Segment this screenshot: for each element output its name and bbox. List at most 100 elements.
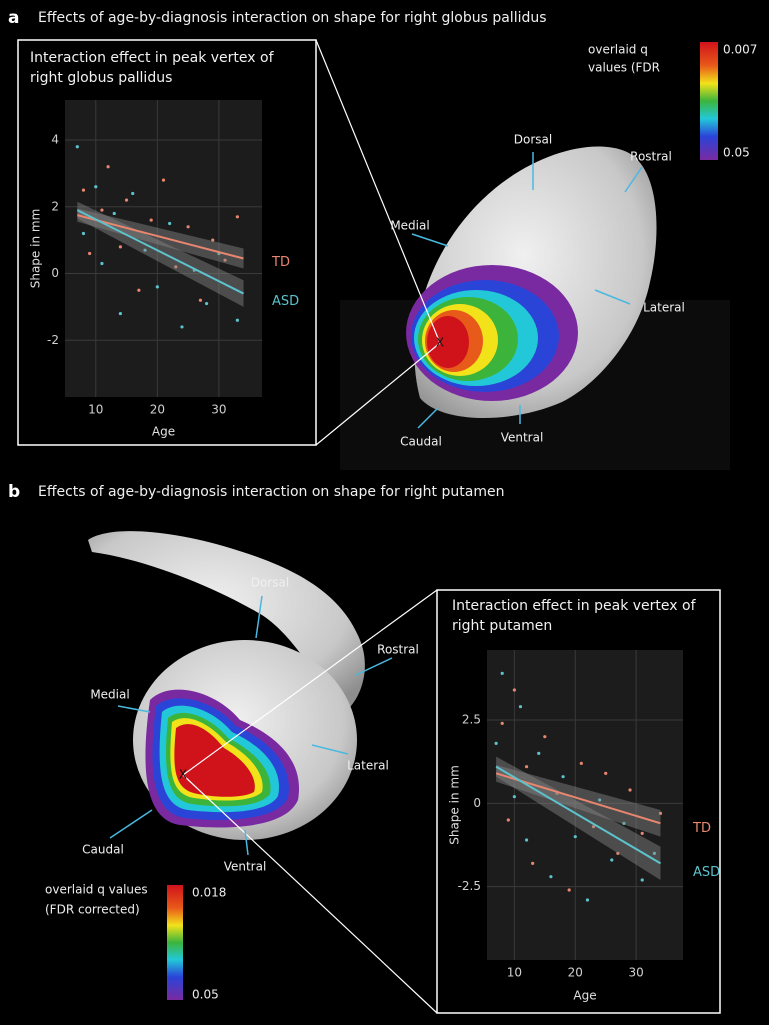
plot-area: [487, 650, 683, 960]
data-point: [622, 821, 626, 825]
data-point: [118, 245, 123, 249]
anatomy-label: Lateral: [347, 759, 389, 773]
data-point: [506, 818, 510, 822]
data-point: [180, 325, 184, 329]
data-point: [198, 298, 203, 302]
data-point: [81, 188, 86, 192]
data-point: [598, 798, 602, 802]
anatomy-label: Medial: [90, 688, 129, 702]
data-point: [81, 231, 86, 236]
legend-label: TD: [692, 821, 711, 836]
connectors: [182, 39, 441, 1014]
data-point: [573, 835, 577, 839]
data-point: [640, 831, 644, 835]
data-point: [567, 888, 571, 892]
panel-title: Effects of age-by-diagnosis interaction …: [38, 484, 504, 500]
data-point: [155, 285, 159, 289]
data-point: [610, 858, 614, 862]
data-point: [543, 735, 547, 739]
legend-label: ASD: [272, 294, 299, 309]
inset-box: [436, 589, 721, 1014]
data-point: [149, 218, 153, 222]
data-point: [628, 788, 632, 792]
data-point: [235, 318, 239, 322]
x-tick-label: 30: [211, 403, 226, 417]
colorbar: [167, 885, 183, 1000]
data-point: [131, 191, 135, 196]
data-point: [518, 705, 523, 709]
peak-marker: X: [179, 768, 187, 782]
x-tick-label: 20: [150, 403, 165, 417]
anatomy-label: Dorsal: [514, 133, 552, 147]
colorbar-label: 0.018: [192, 886, 226, 900]
y-axis-label: Shape in mm: [29, 209, 43, 289]
data-point: [143, 248, 147, 252]
data-point: [106, 165, 110, 169]
data-point: [88, 251, 92, 256]
anatomy-label: Caudal: [82, 843, 124, 857]
data-point: [137, 288, 141, 292]
panel-letter: b: [8, 482, 20, 502]
colorbar-label: 0.007: [723, 43, 757, 57]
plot-area: [65, 100, 262, 397]
x-axis-label: Age: [573, 989, 596, 1003]
fit-line: [495, 765, 661, 865]
data-point: [161, 178, 166, 182]
data-point: [100, 208, 104, 212]
y-tick-label: 2: [51, 199, 59, 213]
colorbar-title: values (FDR: [588, 61, 660, 75]
data-point: [652, 851, 656, 855]
confidence-band: [77, 201, 244, 307]
x-tick-label: 10: [507, 966, 522, 980]
data-point: [223, 258, 227, 262]
data-point: [494, 741, 498, 745]
colorbar-label: 0.05: [192, 988, 219, 1002]
colorbar-label: 0.05: [723, 146, 750, 160]
y-tick-label: -2.5: [458, 879, 481, 893]
panel-letter: a: [8, 8, 19, 28]
inset-title: right globus pallidus: [30, 70, 172, 86]
data-point: [235, 215, 239, 219]
data-point: [75, 145, 79, 149]
anatomy-label: Caudal: [400, 435, 442, 449]
data-point: [211, 238, 215, 242]
data-point: [112, 211, 116, 216]
confidence-band: [496, 756, 661, 880]
inset-title: right putamen: [452, 618, 552, 634]
colorbar-title: (FDR corrected): [45, 903, 140, 917]
data-point: [585, 898, 590, 902]
data-point: [94, 185, 98, 189]
y-axis-label: Shape in mm: [448, 765, 462, 845]
data-point: [204, 301, 209, 306]
data-point: [524, 838, 529, 842]
inset-box: [17, 39, 317, 446]
data-point: [500, 721, 504, 725]
data-point: [524, 765, 529, 769]
confidence-band: [496, 765, 661, 837]
data-point: [124, 198, 129, 202]
y-tick-label: -2: [47, 333, 59, 347]
data-point: [168, 221, 172, 226]
data-point: [537, 751, 541, 755]
data-point: [549, 875, 553, 879]
data-point: [500, 671, 504, 675]
data-point: [658, 811, 663, 815]
colorbar: [700, 42, 718, 160]
y-tick-label: 2.5: [462, 713, 481, 727]
legend-label: TD: [271, 255, 290, 270]
legend-label: ASD: [693, 865, 720, 880]
colorbar-title: overlaid q values: [45, 883, 148, 897]
data-point: [512, 795, 516, 799]
fit-line: [76, 209, 244, 295]
data-point: [640, 878, 644, 882]
panel-title: Effects of age-by-diagnosis interaction …: [38, 10, 547, 26]
inset-title: Interaction effect in peak vertex of: [452, 598, 697, 614]
leader-lines: [109, 152, 643, 856]
inset-title: Interaction effect in peak vertex of: [30, 50, 275, 66]
data-point: [604, 771, 608, 775]
anatomy-label: Rostral: [377, 643, 419, 657]
anatomy-label: Dorsal: [251, 576, 289, 590]
anatomy-label: Ventral: [501, 431, 544, 445]
x-tick-label: 20: [568, 966, 583, 980]
